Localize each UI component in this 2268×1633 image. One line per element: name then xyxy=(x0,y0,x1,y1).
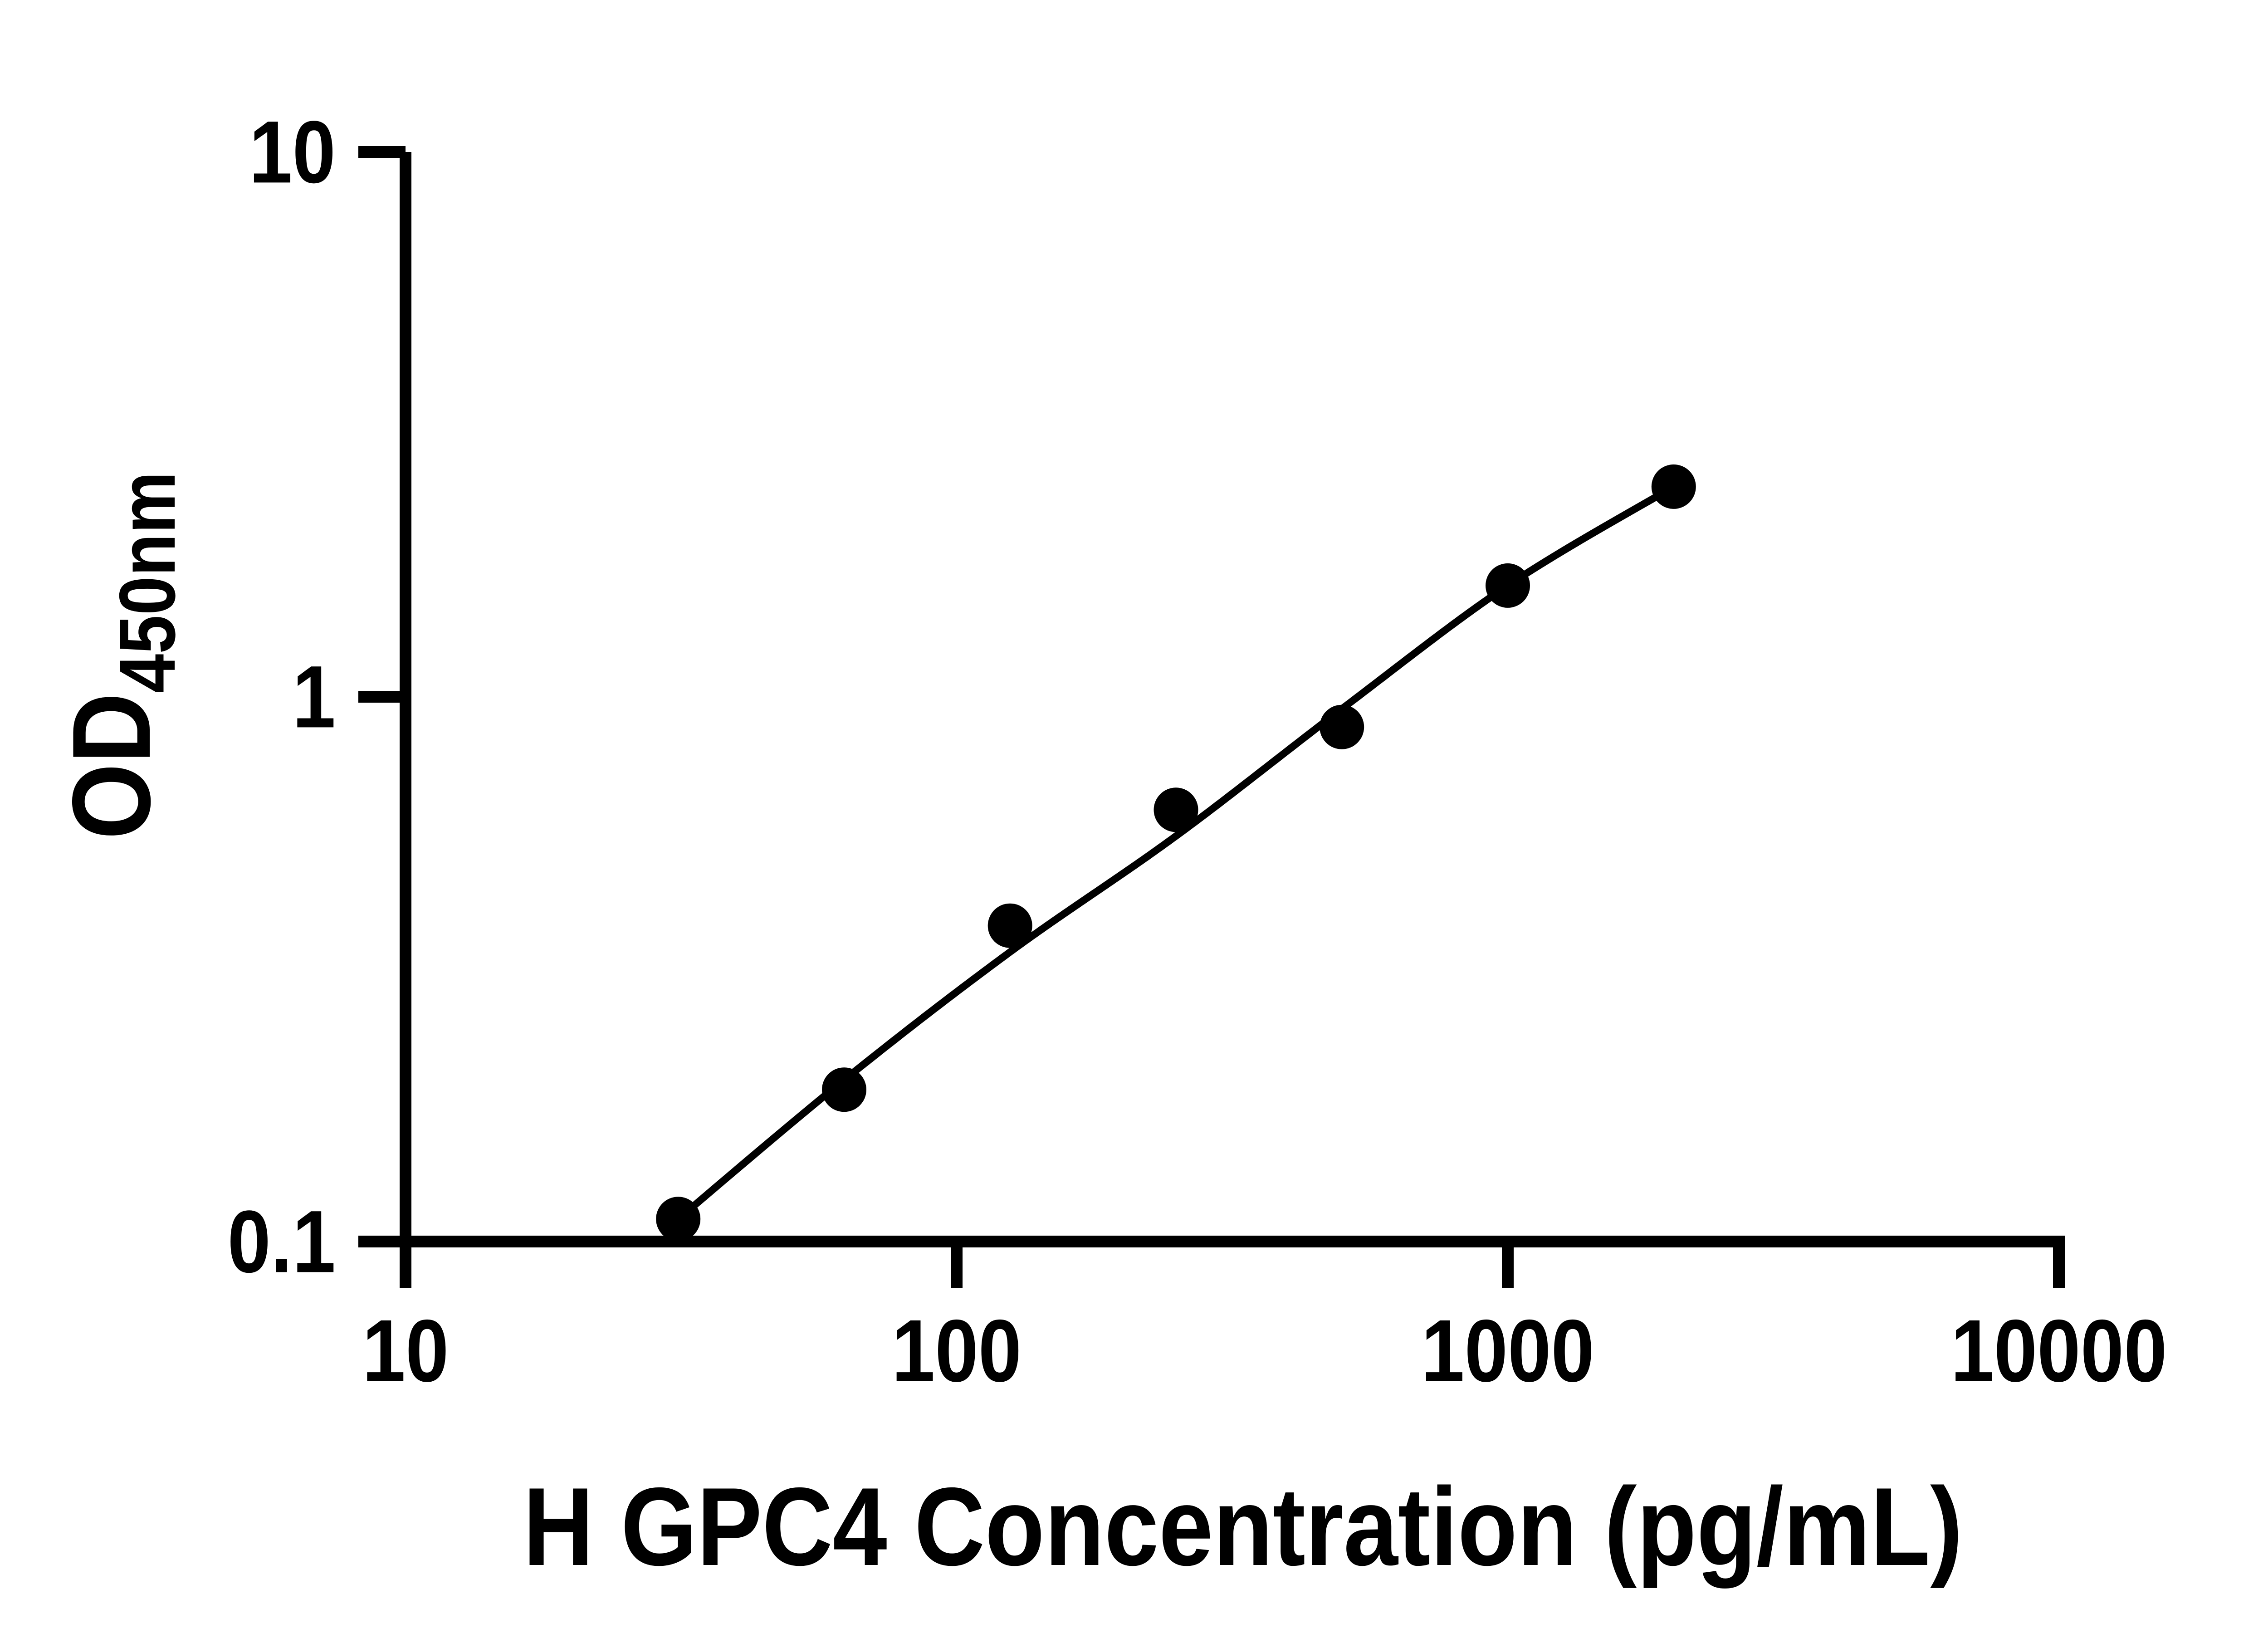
x-tick-label: 1000 xyxy=(1421,1301,1594,1400)
y-tick-label: 0.1 xyxy=(227,1192,336,1291)
data-point xyxy=(1651,464,1696,509)
data-point xyxy=(987,903,1032,948)
x-axis-title: H GPC4 Concentration (pg/mL) xyxy=(523,1464,1963,1589)
y-axis-tick-labels: 0.1 1 10 xyxy=(227,103,336,1291)
x-tick-label: 10000 xyxy=(1950,1301,2167,1400)
y-axis-title-subscript: 450nm xyxy=(103,471,191,693)
x-axis-tick-labels: 10 100 1000 10000 xyxy=(362,1301,2167,1400)
data-points xyxy=(656,464,1696,1242)
x-axis-ticks xyxy=(400,1242,2065,1288)
y-axis-title: OD450nm xyxy=(49,471,191,839)
data-point xyxy=(1486,563,1530,608)
y-axis-title-base: OD xyxy=(49,693,173,839)
y-axis-ticks xyxy=(358,146,406,1247)
x-tick-label: 100 xyxy=(892,1301,1022,1400)
x-tick-label: 10 xyxy=(362,1301,449,1400)
data-point xyxy=(1320,704,1364,749)
data-point xyxy=(656,1197,701,1242)
data-point xyxy=(1154,787,1198,832)
y-tick-label: 10 xyxy=(249,103,336,201)
y-tick-label: 1 xyxy=(293,647,336,746)
data-point xyxy=(822,1067,866,1112)
